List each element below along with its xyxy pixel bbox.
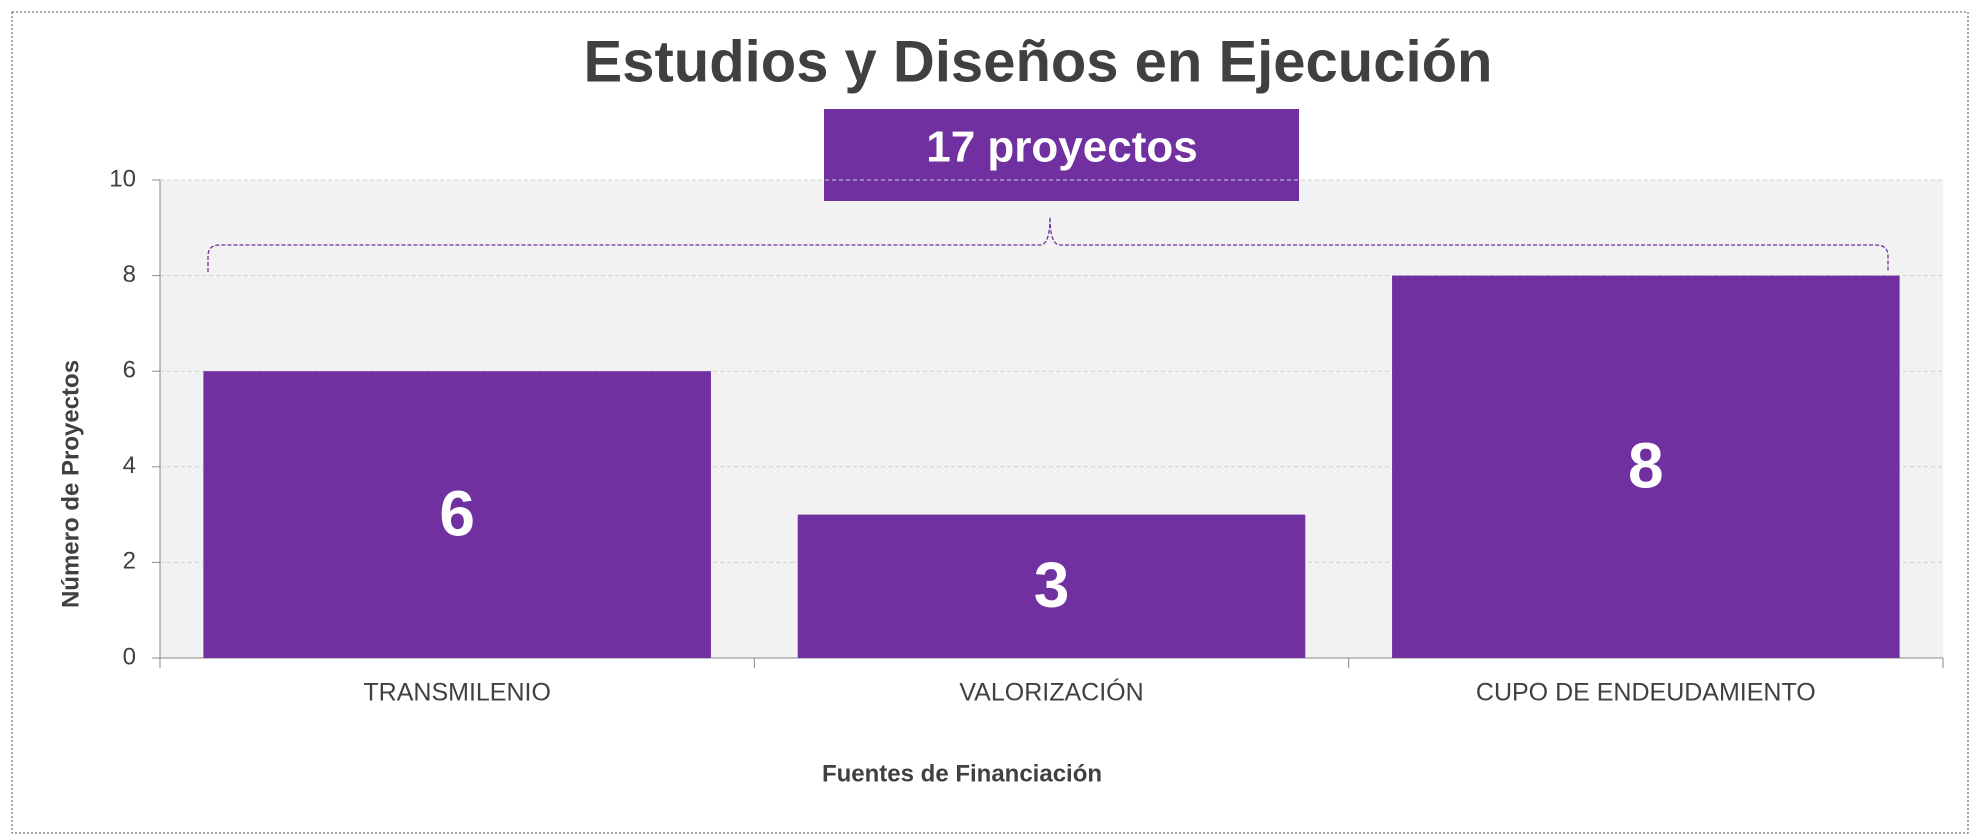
y-axis-title: Número de Proyectos [57, 360, 84, 608]
annotation-box [824, 109, 1299, 201]
data-label: 6 [439, 478, 475, 550]
data-label: 3 [1034, 549, 1070, 621]
data-label: 8 [1628, 430, 1664, 502]
bar [203, 371, 711, 658]
y-tick-label: 8 [123, 261, 136, 288]
y-tick-label: 10 [109, 165, 136, 192]
y-tick-label: 6 [123, 357, 136, 384]
y-tick-label: 0 [123, 643, 136, 670]
x-axis-title: Fuentes de Financiación [822, 760, 1102, 787]
bracket [207, 216, 1889, 272]
x-tick-label: CUPO DE ENDEUDAMIENTO [1476, 679, 1816, 707]
chart-border [11, 11, 1969, 834]
bar [797, 514, 1306, 658]
bar [1392, 275, 1900, 658]
annotation-text: 17 proyectos [926, 123, 1197, 172]
y-tick-label: 2 [123, 548, 136, 575]
chart-title: Estudios y Diseños en Ejecución [584, 29, 1493, 94]
x-tick-label: VALORIZACIÓN [959, 678, 1143, 707]
y-tick-label: 4 [123, 452, 136, 479]
x-tick-label: TRANSMILENIO [363, 679, 551, 707]
